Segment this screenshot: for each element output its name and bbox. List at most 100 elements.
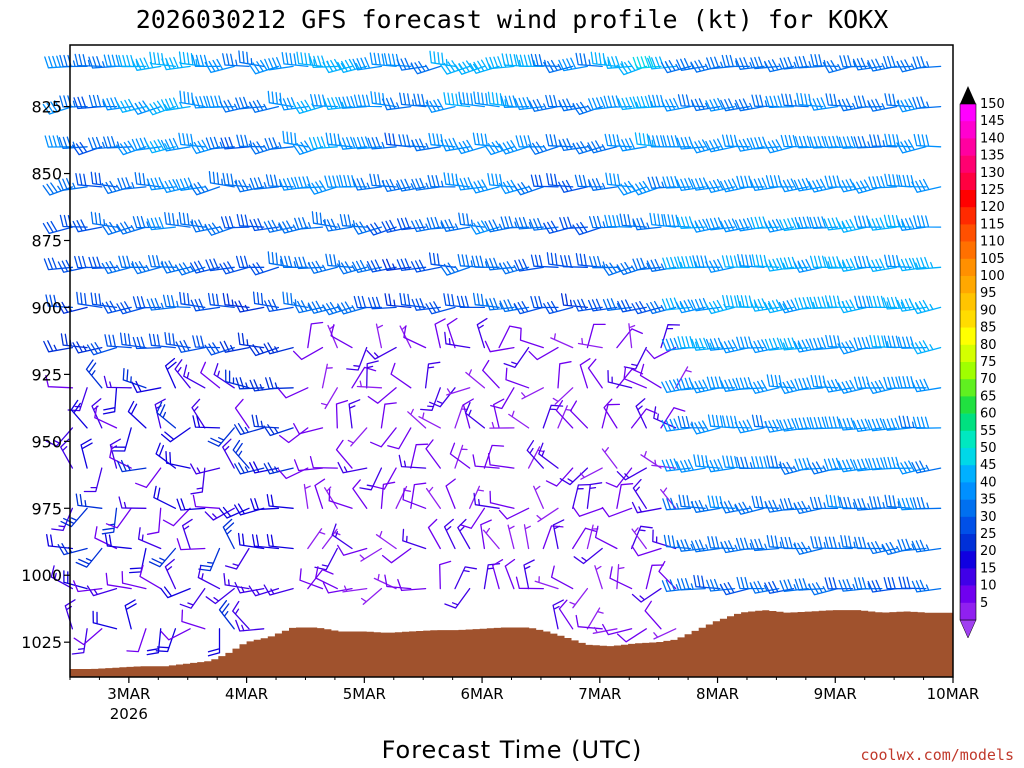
wind-barb: [440, 218, 471, 232]
wind-barb: [153, 485, 177, 509]
wind-barb: [162, 294, 191, 309]
wind-barb: [439, 560, 452, 590]
colorbar-tick-label: 40: [980, 475, 997, 490]
wind-barb: [427, 518, 441, 550]
wind-barb: [146, 297, 177, 311]
wind-barb: [72, 219, 103, 233]
wind-barb: [381, 178, 412, 193]
wind-barb: [294, 217, 324, 230]
wind-barb: [73, 96, 103, 110]
wind-barb: [569, 587, 589, 609]
wind-barb: [116, 140, 147, 156]
wind-barb: [458, 91, 486, 108]
wind-barb: [867, 379, 898, 395]
wind-barb: [690, 420, 721, 435]
wind-barb: [720, 500, 750, 514]
colorbar-swatch: [960, 362, 976, 380]
colorbar-tick-label: 145: [980, 114, 1005, 129]
wind-barb: [315, 566, 338, 590]
wind-barb: [454, 566, 478, 590]
wind-barb: [632, 478, 647, 509]
wind-barb: [149, 51, 177, 68]
wind-barb: [382, 258, 412, 271]
wind-barb: [736, 175, 765, 188]
wind-barb: [720, 378, 750, 392]
wind-barb: [911, 579, 942, 593]
wind-barb: [648, 135, 677, 148]
wind-barb: [912, 96, 942, 110]
wind-barb: [653, 628, 677, 640]
colorbar-tick-label: 150: [980, 97, 1005, 112]
wind-barb: [207, 628, 221, 657]
wind-barb: [445, 478, 456, 509]
wind-barb: [234, 398, 250, 429]
wind-barb: [338, 95, 368, 109]
wind-barb: [314, 478, 326, 509]
wind-barb: [131, 380, 162, 394]
wind-barb: [552, 519, 565, 550]
y-tick-label: 850: [31, 165, 62, 184]
wind-barb: [575, 253, 603, 268]
y-tick-label: 1025: [21, 633, 62, 652]
wind-barb: [225, 369, 250, 389]
wind-barb: [83, 467, 103, 493]
wind-barb: [398, 134, 427, 148]
wind-barb: [204, 58, 235, 74]
wind-barb: [454, 139, 486, 155]
wind-barb: [220, 136, 250, 150]
wind-barb: [359, 547, 383, 562]
wind-barb: [310, 93, 338, 108]
wind-barb: [339, 213, 368, 228]
wind-barb: [90, 171, 118, 188]
wind-barb: [588, 96, 618, 111]
y-tick-label: 900: [31, 298, 62, 317]
wind-barb: [809, 135, 839, 149]
wind-barb: [384, 132, 412, 148]
wind-barb: [459, 507, 486, 529]
wind-barb: [644, 600, 662, 630]
wind-barb: [707, 414, 736, 429]
wind-barb: [264, 137, 294, 150]
colorbar-tick-label: 80: [980, 338, 997, 353]
wind-barb: [248, 344, 280, 357]
wind-barb: [204, 222, 235, 236]
wind-barb: [160, 137, 191, 152]
wind-barb: [264, 57, 294, 71]
wind-barb: [749, 379, 780, 394]
wind-barb: [809, 255, 839, 268]
wind-barb: [911, 299, 942, 315]
wind-barb: [794, 216, 824, 230]
wind-barb: [630, 408, 658, 429]
wind-barb: [249, 379, 280, 392]
wind-barb: [320, 387, 338, 410]
wind-barb: [616, 564, 625, 590]
wind-barb: [779, 497, 809, 511]
wind-barb: [603, 398, 618, 429]
y-tick-label: 925: [31, 365, 62, 384]
wind-barb: [337, 58, 368, 74]
wind-barb: [808, 582, 839, 596]
wind-barb: [292, 99, 324, 115]
wind-barb: [266, 534, 294, 550]
wind-barb: [721, 255, 750, 268]
wind-barb: [74, 53, 103, 68]
wind-barb: [356, 380, 383, 389]
colorbar-swatch: [960, 310, 976, 328]
wind-barb: [661, 458, 692, 472]
wind-barb: [764, 258, 795, 272]
colorbar-swatch: [960, 327, 976, 346]
x-tick-label: 6MAR: [460, 685, 503, 703]
wind-barb: [410, 482, 427, 509]
wind-barb: [197, 565, 221, 590]
wind-barb: [76, 291, 103, 309]
wind-barb: [399, 92, 427, 108]
wind-barb: [403, 325, 427, 349]
wind-barb: [122, 367, 147, 389]
wind-barb: [105, 572, 132, 590]
wind-barb: [734, 138, 765, 152]
wind-barb: [351, 221, 383, 235]
wind-barb: [586, 607, 604, 630]
wind-barb: [587, 358, 603, 389]
wind-barb: [705, 97, 736, 112]
wind-barb: [810, 536, 839, 550]
